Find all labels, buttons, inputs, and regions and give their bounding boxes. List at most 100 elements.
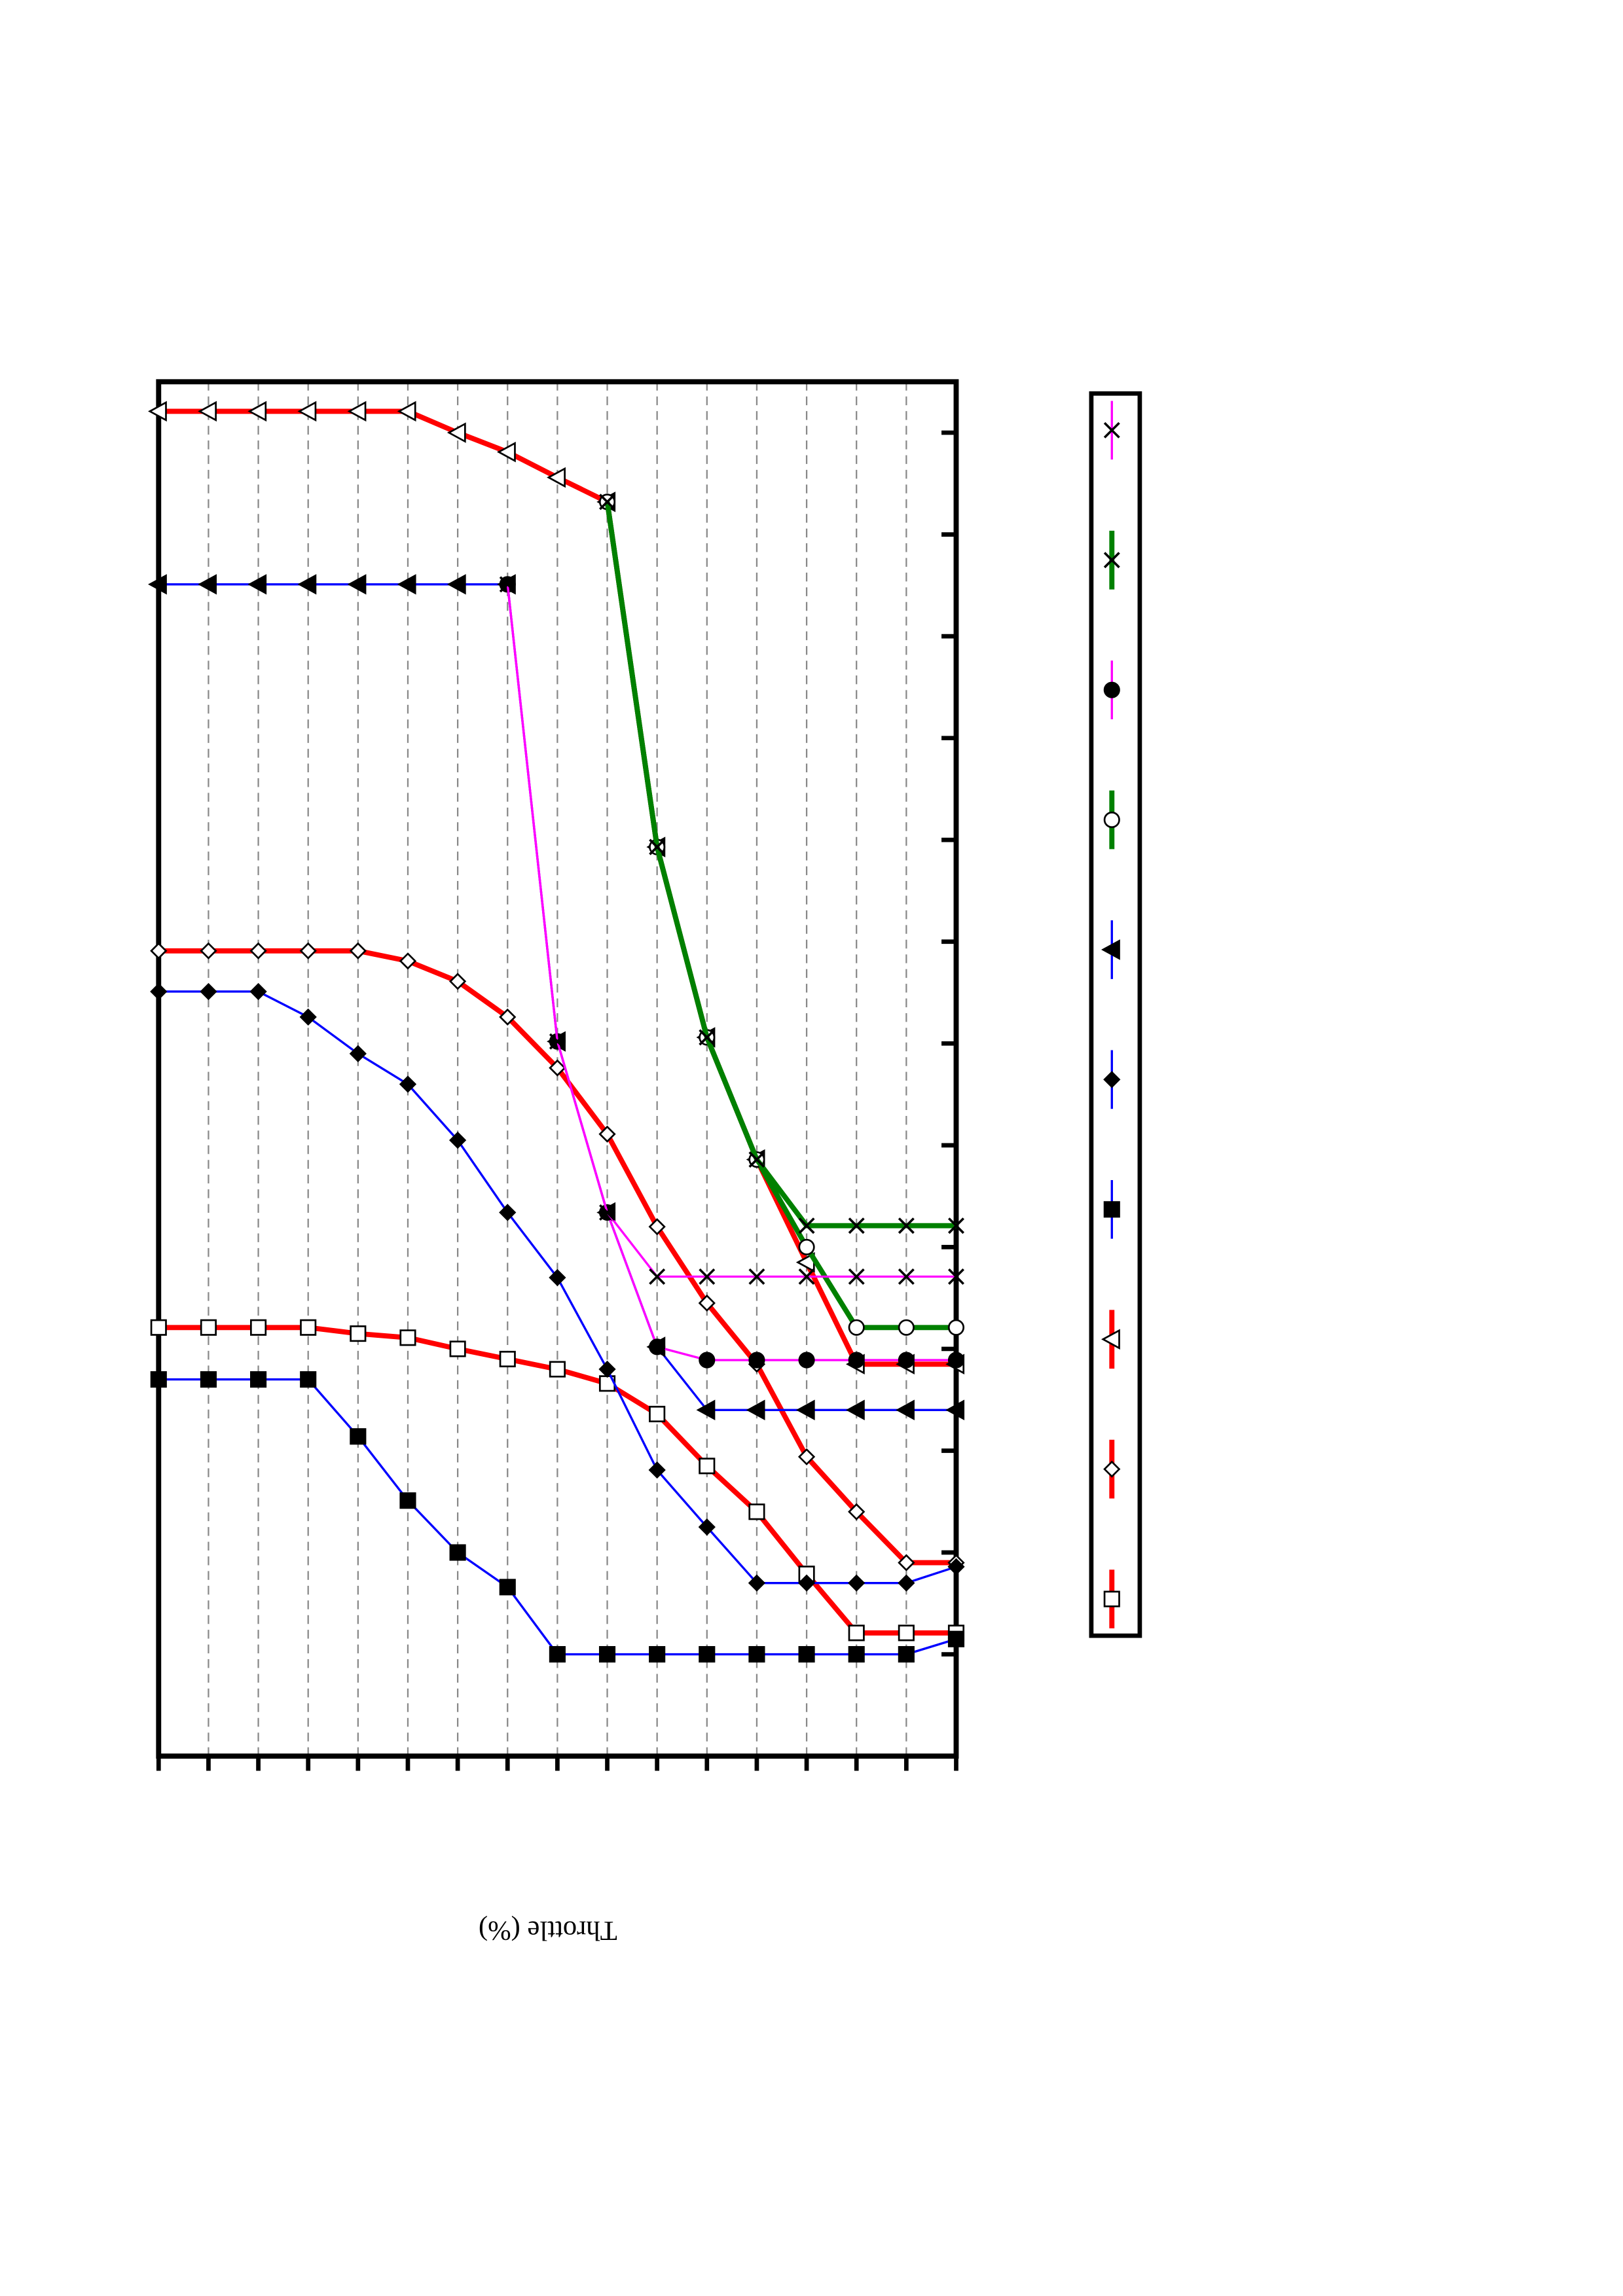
marker <box>797 1574 816 1592</box>
marker <box>1103 1071 1121 1088</box>
marker <box>699 1352 716 1369</box>
series <box>148 574 965 1420</box>
marker <box>898 1554 915 1571</box>
marker <box>848 1645 865 1663</box>
marker <box>649 1645 666 1663</box>
marker <box>696 1399 716 1420</box>
marker <box>848 1268 865 1285</box>
marker <box>549 1645 566 1663</box>
marker <box>297 574 317 595</box>
marker <box>247 401 267 422</box>
marker <box>349 942 367 960</box>
marker <box>200 1319 217 1336</box>
marker <box>748 1574 766 1592</box>
marker <box>947 1558 965 1575</box>
marker <box>798 1238 815 1255</box>
marker <box>347 574 367 595</box>
marker <box>748 1645 765 1663</box>
marker <box>200 942 217 960</box>
x-axis-label: Throttle (%) <box>479 1915 617 1946</box>
marker <box>148 574 167 595</box>
marker <box>798 1268 815 1285</box>
marker <box>299 1008 317 1026</box>
marker <box>249 982 267 1001</box>
marker <box>399 1492 416 1509</box>
marker <box>499 1350 516 1368</box>
marker <box>1101 1329 1120 1350</box>
marker <box>247 574 267 595</box>
marker <box>848 1624 865 1641</box>
marker <box>350 1428 367 1445</box>
marker <box>300 1319 317 1336</box>
marker <box>1103 1590 1120 1607</box>
marker <box>349 1045 367 1062</box>
series <box>499 576 964 1285</box>
marker <box>648 1461 666 1479</box>
marker <box>898 1574 915 1592</box>
marker <box>649 1338 666 1355</box>
legend <box>1089 391 1142 1638</box>
marker <box>350 1325 367 1342</box>
plot-frame <box>156 379 959 1759</box>
series <box>599 493 964 1234</box>
marker <box>848 1503 866 1520</box>
marker <box>549 1268 566 1287</box>
marker <box>397 401 416 422</box>
marker <box>898 1268 915 1285</box>
marker <box>297 401 317 422</box>
marker <box>249 942 267 960</box>
series <box>150 1319 965 1641</box>
marker <box>598 1645 616 1663</box>
marker <box>496 441 516 463</box>
marker <box>649 1405 666 1423</box>
marker <box>898 1352 915 1369</box>
marker <box>1101 939 1120 960</box>
marker <box>845 1399 865 1420</box>
marker <box>549 1033 566 1050</box>
marker <box>150 942 168 960</box>
marker <box>947 1268 964 1285</box>
marker <box>898 1624 915 1641</box>
marker <box>397 574 416 595</box>
marker <box>699 1268 716 1285</box>
marker <box>848 1217 865 1234</box>
marker <box>200 982 217 1001</box>
series <box>150 942 965 1571</box>
marker <box>198 574 217 595</box>
marker <box>896 1399 915 1420</box>
marker <box>200 1371 217 1388</box>
marker <box>797 1448 816 1465</box>
marker <box>549 1059 566 1077</box>
marker <box>1103 812 1120 829</box>
marker <box>598 1360 616 1378</box>
marker <box>198 401 217 422</box>
marker <box>699 1029 716 1046</box>
series <box>150 982 965 1592</box>
marker <box>699 1458 716 1475</box>
marker <box>150 1371 167 1388</box>
marker <box>250 1319 267 1336</box>
marker <box>1103 681 1120 698</box>
marker <box>947 1630 965 1647</box>
marker <box>299 942 317 960</box>
series-line <box>506 584 957 1361</box>
marker <box>399 1075 417 1093</box>
marker <box>898 1217 915 1234</box>
marker <box>648 1218 666 1236</box>
marker <box>499 1204 517 1221</box>
legend-frame <box>1089 391 1142 1638</box>
series-line <box>604 501 957 1229</box>
marker <box>150 1319 167 1336</box>
marker <box>499 576 516 593</box>
marker <box>448 1131 467 1149</box>
marker <box>1103 1460 1121 1478</box>
marker <box>746 1399 765 1420</box>
series <box>499 576 965 1369</box>
marker <box>698 1294 716 1312</box>
marker <box>947 1217 964 1234</box>
marker <box>947 1352 965 1369</box>
marker <box>748 1268 765 1285</box>
marker <box>748 1352 765 1369</box>
marker <box>599 493 616 511</box>
